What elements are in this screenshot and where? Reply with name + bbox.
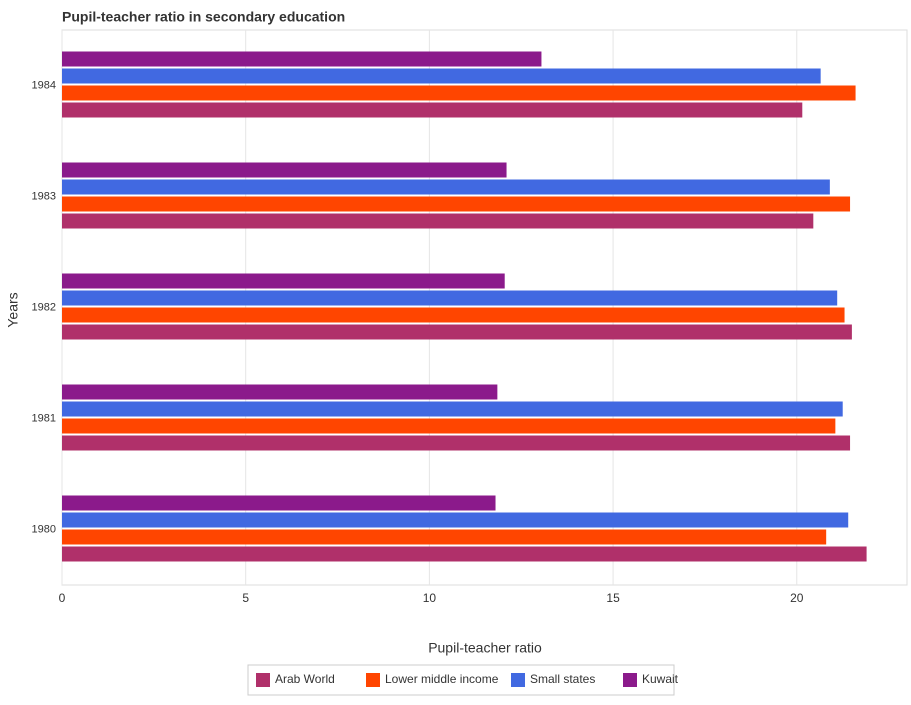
bar [62, 102, 803, 118]
legend: Arab World Lower middle income Small state… [247, 664, 679, 696]
legend-label: Arab World [275, 672, 335, 686]
bar [62, 401, 843, 417]
bar [62, 273, 505, 289]
y-tick-label: 1983 [32, 190, 56, 202]
x-tick-label: 10 [423, 591, 437, 605]
legend-swatch [366, 673, 380, 687]
y-tick-label: 1980 [32, 523, 56, 535]
legend-swatch [256, 673, 270, 687]
bar [62, 85, 856, 101]
bar [62, 418, 836, 434]
bar [62, 162, 507, 178]
legend-label: Kuwait [642, 672, 679, 686]
legend-swatch [623, 673, 637, 687]
bar [62, 324, 852, 340]
x-tick-label: 0 [59, 591, 66, 605]
bar [62, 512, 849, 528]
bar [62, 213, 814, 229]
x-tick-label: 20 [790, 591, 804, 605]
legend-label: Lower middle income [385, 672, 499, 686]
bar [62, 546, 867, 562]
y-tick-label: 1984 [32, 79, 56, 91]
bar [62, 435, 851, 451]
bar [62, 196, 851, 212]
bar [62, 495, 496, 511]
bar [62, 179, 830, 195]
x-tick-label: 5 [242, 591, 249, 605]
y-tick-label: 1981 [32, 412, 56, 424]
y-tick-label: 1982 [32, 301, 56, 313]
x-tick-label: 15 [606, 591, 620, 605]
y-axis-label: Years [5, 292, 21, 327]
bar [62, 290, 838, 306]
chart-title: Pupil-teacher ratio in secondary educati… [62, 9, 345, 25]
legend-label: Small states [530, 672, 595, 686]
legend-box [247, 664, 675, 696]
x-axis-label: Pupil-teacher ratio [428, 640, 542, 656]
bar [62, 529, 827, 545]
bar [62, 307, 845, 323]
bar [62, 384, 498, 400]
bar [62, 51, 542, 67]
bar [62, 68, 821, 84]
legend-swatch [511, 673, 525, 687]
